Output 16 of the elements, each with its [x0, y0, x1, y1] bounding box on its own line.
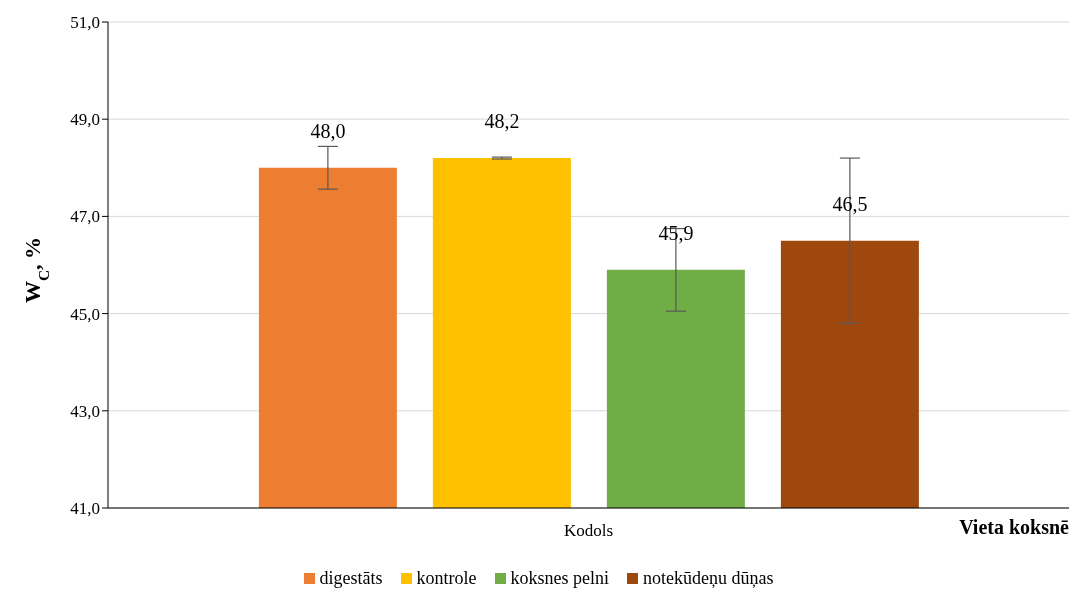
x-axis-title: Vieta koksnē: [959, 516, 1069, 539]
x-tick-label: Kodols: [563, 521, 614, 541]
y-tick-label: 49,0: [70, 110, 100, 130]
legend-label: kontrole: [415, 568, 477, 589]
data-label: 48,2: [484, 110, 520, 133]
data-label: 48,0: [310, 119, 346, 142]
y-tick-label: 43,0: [70, 401, 100, 421]
data-label: 45,9: [658, 221, 694, 244]
y-tick-label: 45,0: [70, 304, 100, 324]
y-tick-label: 41,0: [70, 499, 100, 519]
data-label: 46,5: [832, 192, 868, 215]
legend-label: koksnes pelni: [509, 568, 609, 589]
legend-label: digestāts: [318, 568, 383, 589]
y-tick-label: 47,0: [70, 207, 100, 227]
legend-label: notekūdeņu dūņas: [642, 568, 774, 589]
y-tick-label: 51,0: [70, 13, 100, 33]
